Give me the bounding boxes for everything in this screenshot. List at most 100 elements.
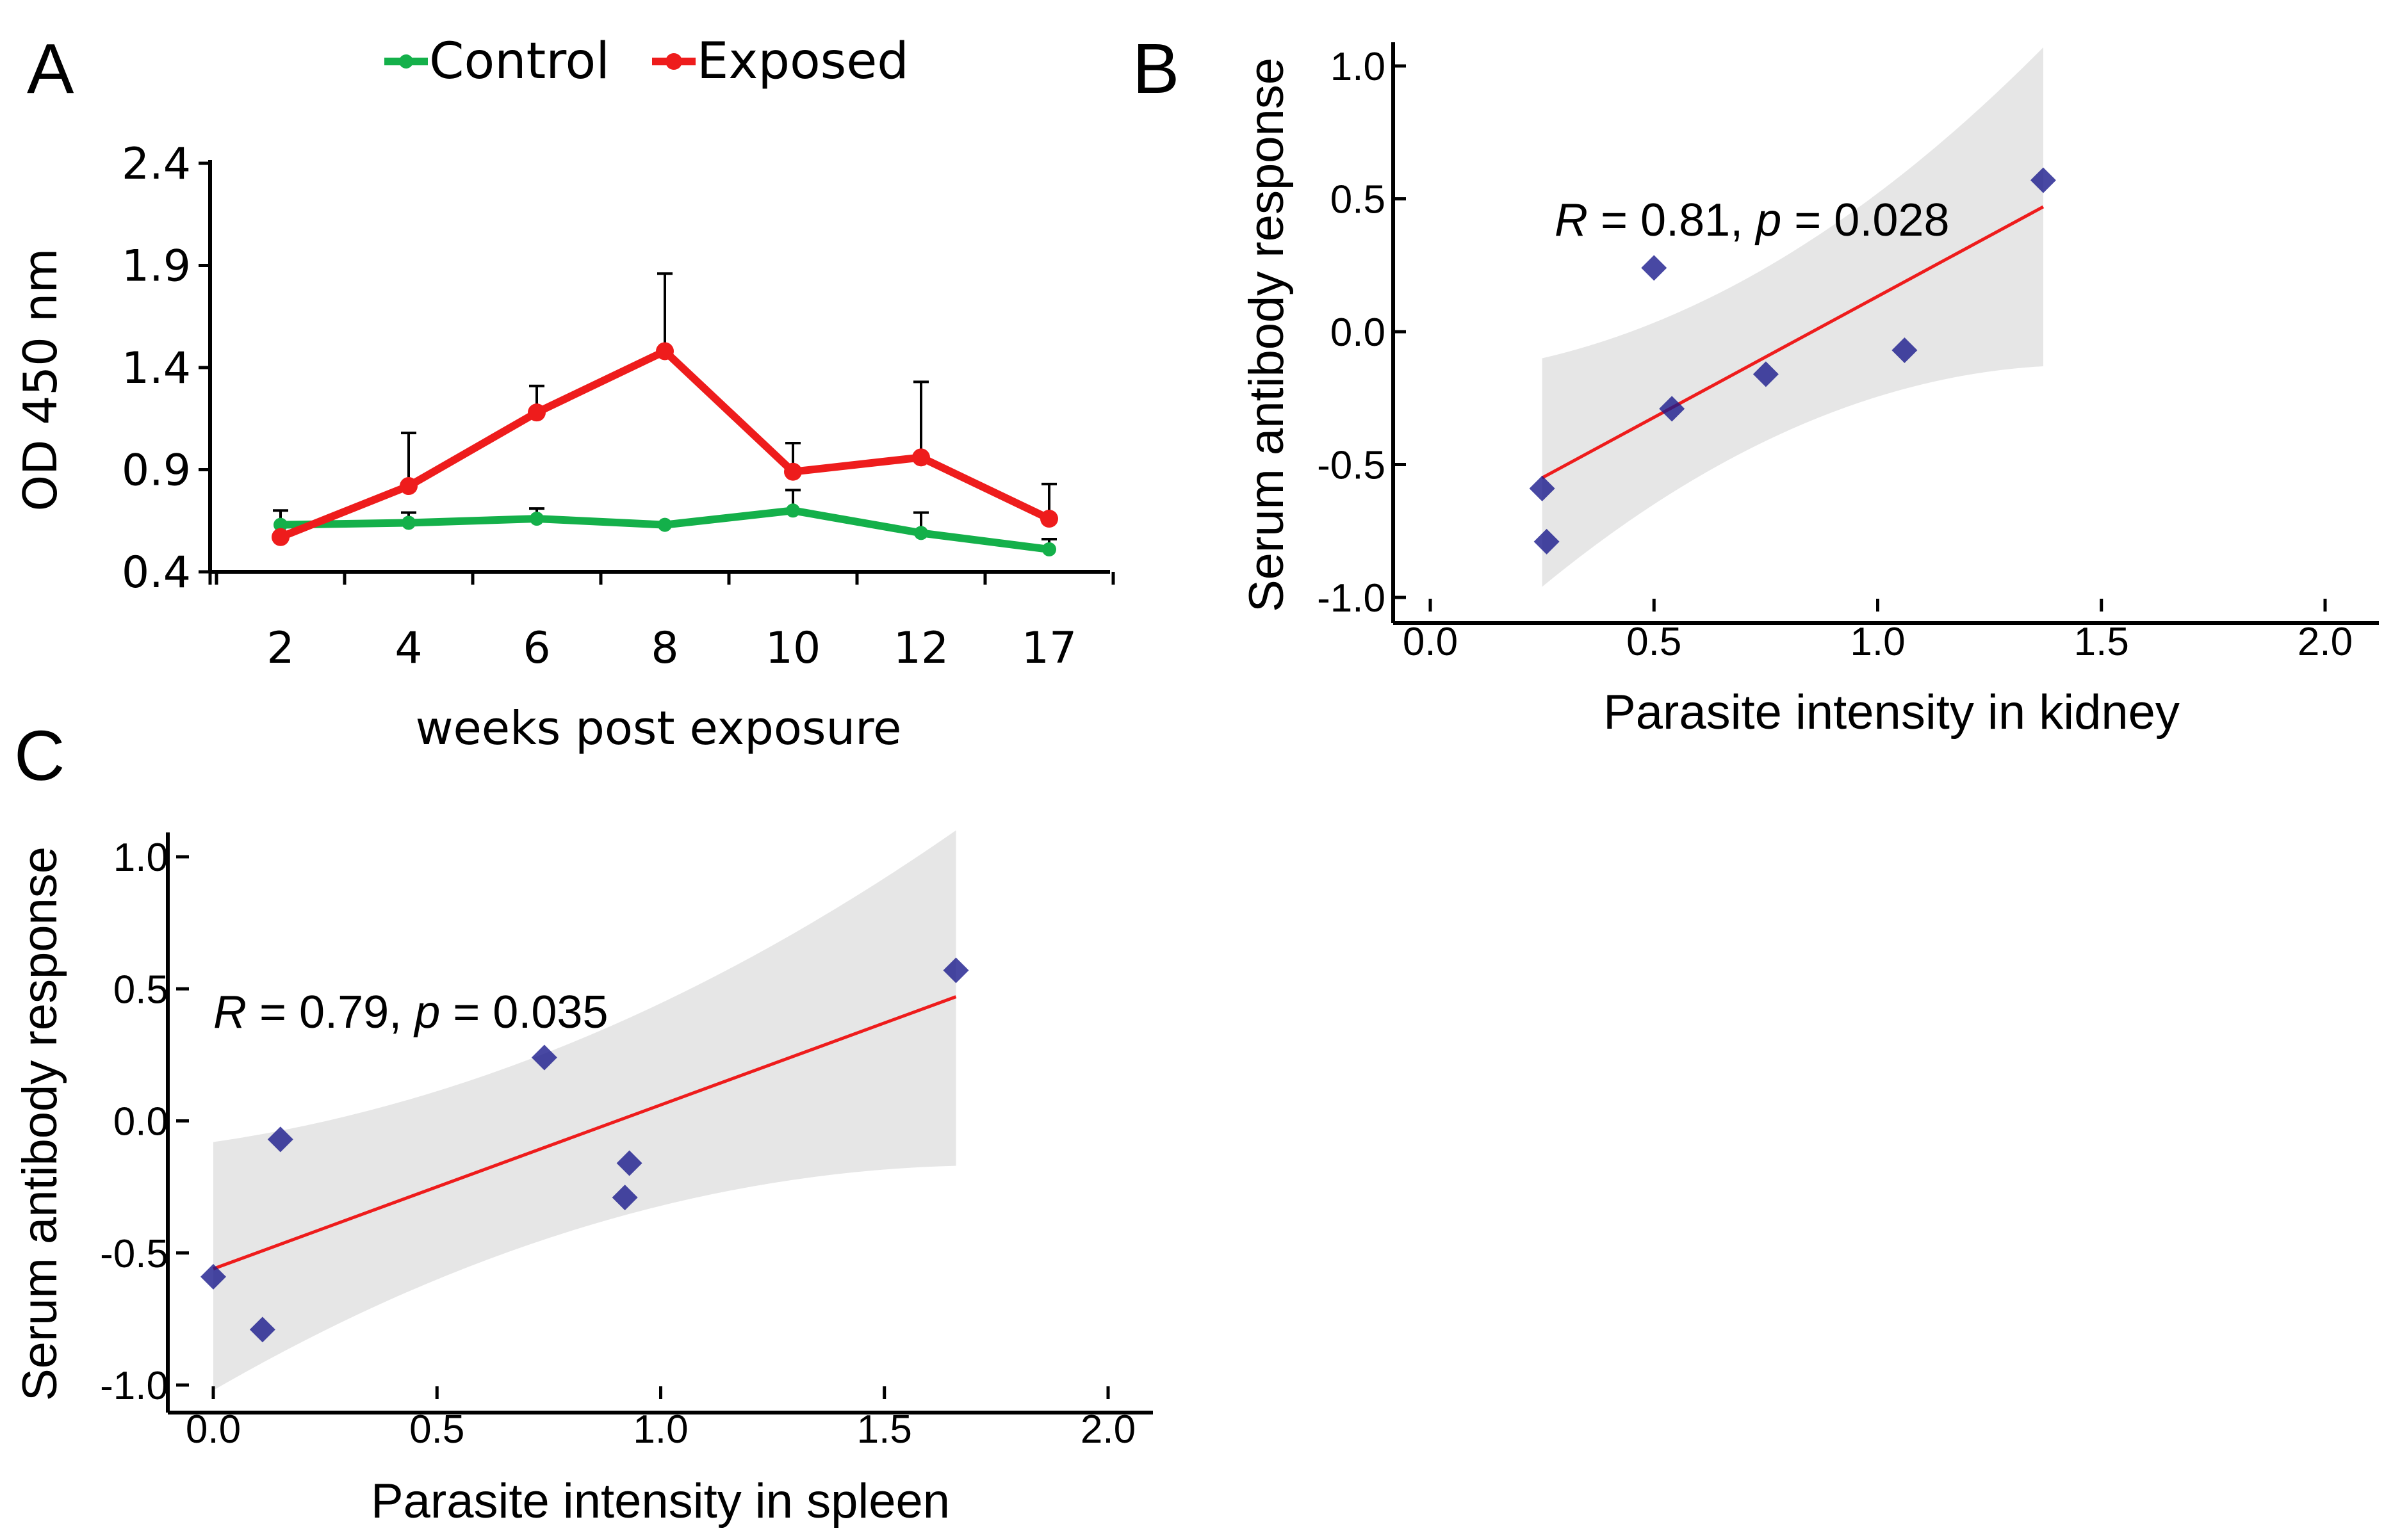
y-tick-label-a: 1.9 [122,241,191,292]
x-tick-label-c: 1.5 [857,1407,912,1452]
data-point-exposed [528,403,546,422]
data-point-control [786,503,800,518]
y-axis-ticks-a: 0.4 0.9 1.4 1.9 2.4 [122,139,210,598]
p-symbol-b: p [1754,195,1781,246]
points-c [200,957,969,1343]
confidence-band-b [1542,47,2043,587]
data-point-b [1891,337,1918,364]
x-tick-label-a: 10 [765,623,821,674]
data-point-b [1529,475,1555,501]
confidence-band-area-c [213,830,956,1391]
legend-exposed-marker [666,53,682,70]
y-tick-label-c: -0.5 [100,1232,168,1276]
panel-c-letter: C [14,717,65,795]
points-b [1529,167,2056,555]
data-point-b [1752,361,1779,387]
confidence-band-area-b [1542,47,2043,587]
data-point-b [2030,167,2056,193]
y-tick-label-c: -1.0 [100,1364,168,1408]
data-point-exposed [272,528,290,546]
data-point-control [914,526,928,540]
x-tick-label-b: 1.0 [1850,620,1905,664]
data-point-c [200,1263,226,1290]
data-point-c [616,1150,642,1176]
y-axis-title-a: OD 450 nm [13,248,67,511]
data-point-c [531,1044,557,1071]
x-axis-title-c: Parasite intensity in spleen [371,1474,950,1528]
y-axis-ticks-b: -1.0 -0.5 0.0 0.5 1.0 [1317,45,1406,620]
x-tick-label-b: 2.0 [2298,620,2353,664]
x-axis-title-a: weeks post exposure [416,701,902,755]
y-tick-label-b: -1.0 [1317,576,1385,620]
y-tick-label-b: 0.5 [1330,178,1385,222]
legend-control-label: Control [429,33,610,90]
y-tick-label-a: 0.4 [122,547,191,598]
x-tick-label-a: 17 [1022,623,1077,674]
p-value-b: = 0.028 [1781,195,1949,246]
x-tick-label-b: 0.5 [1626,620,1681,664]
panel-a-letter: A [27,29,74,108]
data-point-control [658,517,672,532]
data-point-c [943,957,969,984]
data-point-exposed [784,462,802,481]
y-tick-label-c: 0.0 [113,1100,168,1144]
y-tick-label-a: 1.4 [122,343,191,394]
panel-a-line-chart: A Control Exposed 0.4 0.9 1.4 1.9 2.4 2 4 6 8 10… [13,29,1115,755]
data-point-control [1042,542,1056,556]
data-point-c [249,1317,275,1343]
data-point-exposed [1040,510,1058,528]
legend-a: Control Exposed [384,33,909,90]
legend-control-marker [399,54,413,69]
y-tick-label-b: -0.5 [1317,444,1385,488]
y-axis-ticks-c: -1.0 -0.5 0.0 0.5 1.0 [100,836,189,1408]
x-tick-label-a: 12 [894,623,949,674]
y-tick-label-b: 0.0 [1330,311,1385,355]
x-axis-title-b: Parasite intensity in kidney [1603,685,2180,740]
x-tick-label-a: 4 [395,623,422,674]
r-value-c: = 0.79, [247,987,414,1038]
fit-line-c [213,995,957,1270]
p-value-c: = 0.035 [440,987,608,1038]
panel-b-scatter: B -1.0 -0.5 0.0 0.5 1.0 0.0 0.5 1.0 1.5 2.0 Para… [1132,29,2379,740]
x-axis-ticks-b: 0.0 0.5 1.0 1.5 2.0 [1403,599,2353,664]
y-tick-label-c: 1.0 [113,836,168,880]
data-point-exposed [400,477,418,496]
data-point-control [402,515,416,530]
correlation-annotation-c: R = 0.79, p = 0.035 [213,987,608,1038]
x-tick-label-c: 1.0 [633,1407,688,1452]
p-symbol-c: p [413,987,440,1038]
data-point-b [1659,396,1685,422]
y-tick-label-b: 1.0 [1330,45,1385,89]
r-symbol-b: R [1555,195,1588,246]
correlation-annotation-b: R = 0.81, p = 0.028 [1555,195,1949,246]
x-axis-ticks-a: 2 4 6 8 10 12 17 [208,572,1115,674]
legend-exposed-label: Exposed [697,33,909,90]
data-point-c [267,1126,293,1153]
y-tick-label-a: 0.9 [122,446,191,496]
x-tick-label-a: 6 [523,623,550,674]
x-tick-label-c: 2.0 [1081,1407,1136,1452]
y-tick-label-c: 0.5 [113,968,168,1012]
x-axis-ticks-c: 0.0 0.5 1.0 1.5 2.0 [186,1386,1136,1452]
fit-line-group-b [1541,205,2045,480]
data-point-control [530,512,544,526]
series-group-a [272,272,1058,556]
panel-b-letter: B [1132,29,1179,108]
y-axis-title-b: Serum antibody response [1239,58,1294,612]
data-point-b [1533,528,1560,555]
x-tick-label-c: 0.0 [186,1407,241,1452]
x-tick-label-a: 8 [651,623,678,674]
x-tick-label-c: 0.5 [409,1407,464,1452]
data-point-c [612,1185,638,1211]
series-line-exposed [279,347,1051,541]
fit-line-group-c [213,995,957,1270]
y-axis-title-c: Serum antibody response [13,847,67,1401]
data-point-exposed [656,342,674,361]
fit-line-b [1541,205,2045,480]
x-tick-label-b: 0.0 [1403,620,1458,664]
confidence-band-c [213,830,956,1391]
r-symbol-c: R [213,987,247,1038]
y-tick-label-a: 2.4 [122,139,191,190]
data-point-control [274,517,288,532]
